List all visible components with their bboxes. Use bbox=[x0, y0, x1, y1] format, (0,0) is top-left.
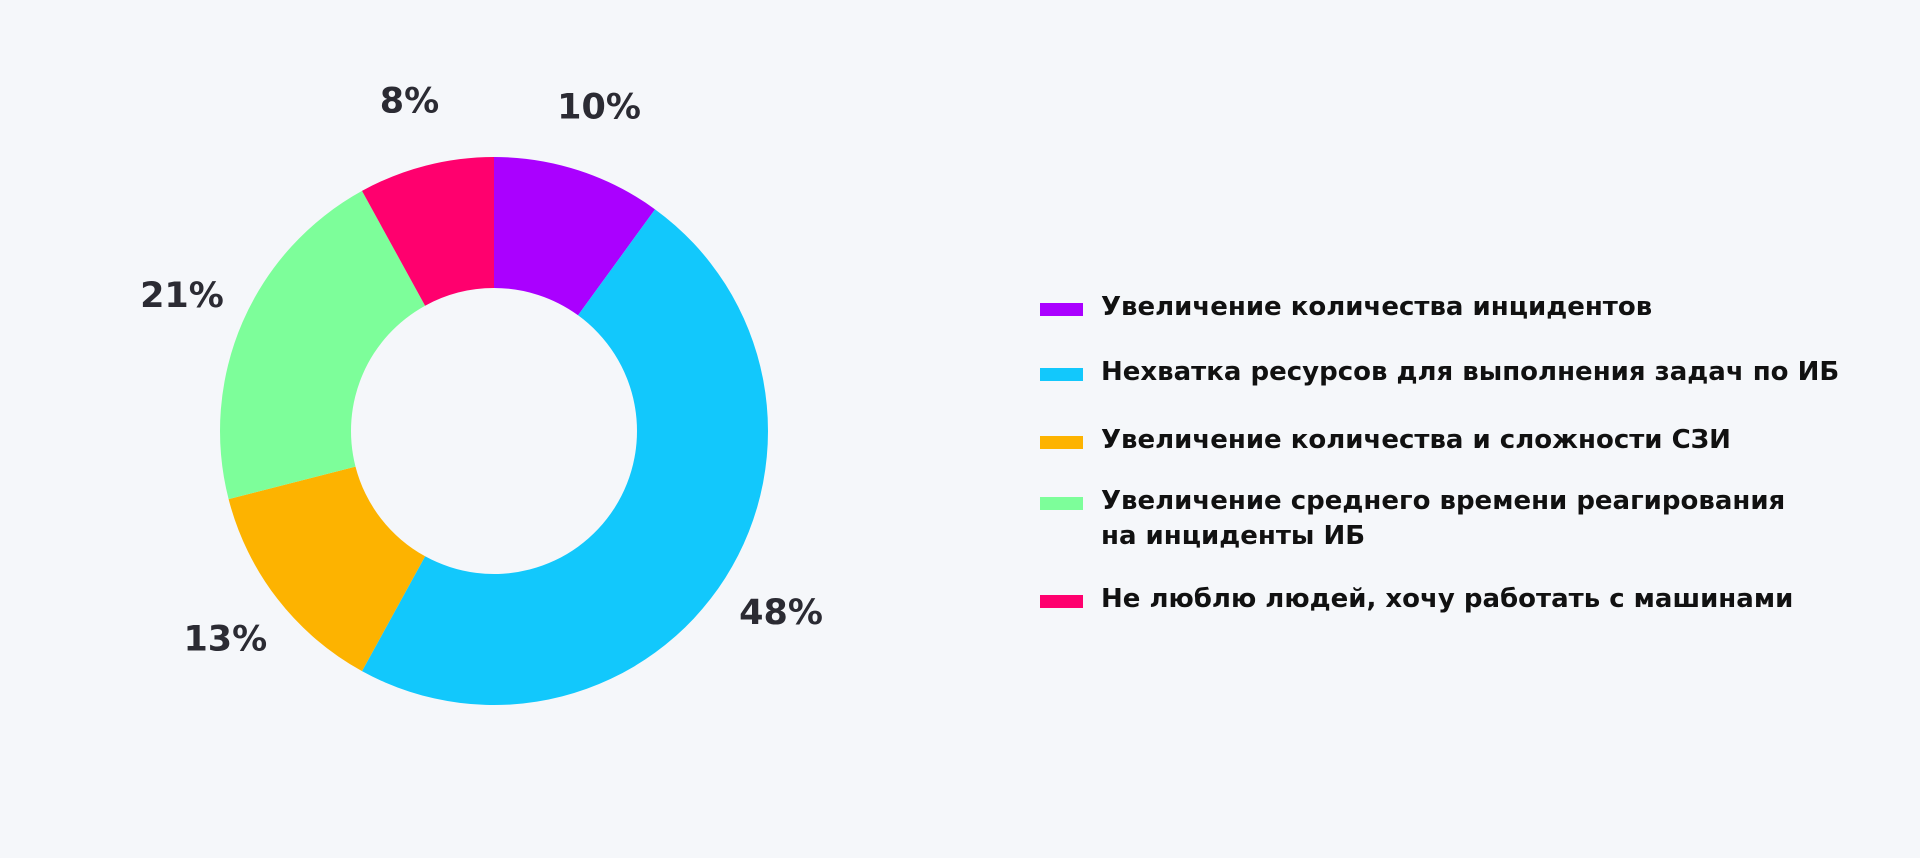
legend-swatch-resources bbox=[1040, 368, 1083, 381]
legend-label-szi: Увеличение количества и сложности СЗИ bbox=[1101, 425, 1731, 455]
legend-label-machines: Не люблю людей, хочу работать с машинами bbox=[1101, 584, 1794, 614]
slice-machines bbox=[361, 157, 494, 306]
slice-label-response-time: 21% bbox=[140, 276, 224, 316]
legend-label-resources: Нехватка ресурсов для выполнения задач п… bbox=[1101, 357, 1840, 387]
legend-item-incidents: Увеличение количества инцидентов bbox=[1040, 290, 1652, 325]
legend-label-incidents: Увеличение количества инцидентов bbox=[1101, 292, 1653, 322]
legend-swatch-machines bbox=[1040, 595, 1083, 608]
donut-chart: 10% 48% 13% 21% 8% bbox=[140, 82, 823, 706]
slice-label-szi: 13% bbox=[183, 619, 267, 659]
slice-szi bbox=[228, 466, 426, 672]
legend-label-response-time: Увеличение среднего времени реагирования… bbox=[1101, 486, 1786, 551]
legend-swatch-incidents bbox=[1040, 303, 1083, 316]
legend-swatch-szi bbox=[1040, 436, 1083, 449]
slice-label-machines: 8% bbox=[380, 82, 439, 122]
slice-resources bbox=[361, 209, 768, 706]
slice-response-time bbox=[220, 190, 426, 500]
legend-item-szi: Увеличение количества и сложности СЗИ bbox=[1040, 423, 1731, 458]
slice-incidents bbox=[494, 157, 656, 316]
legend-swatch-response-time bbox=[1040, 497, 1083, 510]
slice-labels: 10% 48% 13% 21% 8% bbox=[140, 82, 823, 660]
legend-item-resources: Нехватка ресурсов для выполнения задач п… bbox=[1040, 355, 1839, 390]
legend-item-response-time: Увеличение среднего времени реагирования… bbox=[1040, 484, 1785, 554]
donut-slices bbox=[220, 157, 768, 706]
slice-label-incidents: 10% bbox=[557, 88, 641, 128]
slice-label-resources: 48% bbox=[739, 593, 823, 633]
legend-item-machines: Не люблю людей, хочу работать с машинами bbox=[1040, 582, 1793, 617]
